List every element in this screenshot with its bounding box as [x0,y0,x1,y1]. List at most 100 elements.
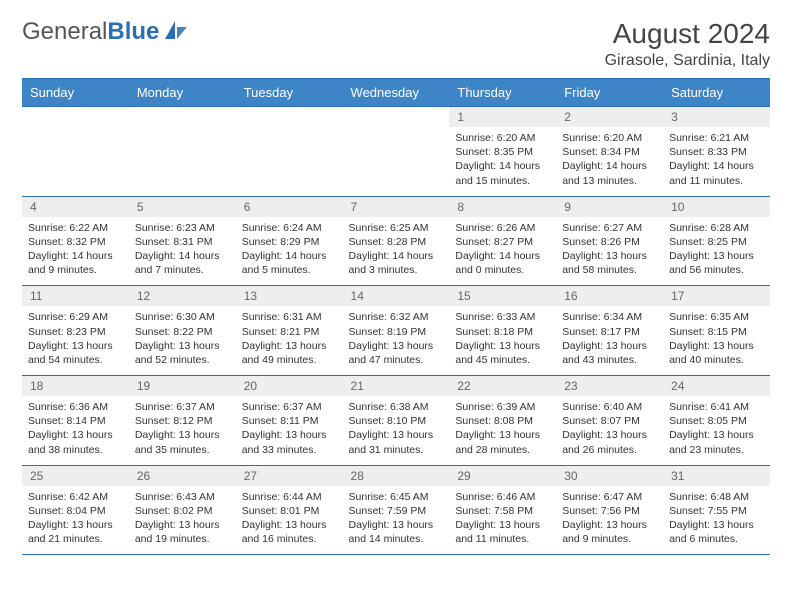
sunset-line: Sunset: 8:28 PM [349,235,444,249]
day-content-cell: Sunrise: 6:24 AMSunset: 8:29 PMDaylight:… [236,217,343,286]
sunset-line: Sunset: 7:55 PM [669,504,764,518]
day-number-cell: 3 [663,107,770,128]
daylight-line: Daylight: 13 hours and 40 minutes. [669,339,764,367]
day-content-cell: Sunrise: 6:42 AMSunset: 8:04 PMDaylight:… [22,486,129,555]
day-number-cell: 24 [663,376,770,397]
sunset-line: Sunset: 8:34 PM [562,145,657,159]
weekday-header: Tuesday [236,79,343,107]
sunrise-line: Sunrise: 6:32 AM [349,310,444,324]
day-number-cell: 30 [556,465,663,486]
day-content-cell: Sunrise: 6:45 AMSunset: 7:59 PMDaylight:… [343,486,450,555]
sunrise-line: Sunrise: 6:34 AM [562,310,657,324]
weekday-header: Saturday [663,79,770,107]
day-content-cell: Sunrise: 6:30 AMSunset: 8:22 PMDaylight:… [129,306,236,375]
sunrise-line: Sunrise: 6:44 AM [242,490,337,504]
day-content-cell: Sunrise: 6:32 AMSunset: 8:19 PMDaylight:… [343,306,450,375]
day-content-cell: Sunrise: 6:29 AMSunset: 8:23 PMDaylight:… [22,306,129,375]
sunrise-line: Sunrise: 6:48 AM [669,490,764,504]
sunset-line: Sunset: 8:22 PM [135,325,230,339]
month-title: August 2024 [605,18,770,50]
day-content-cell: Sunrise: 6:34 AMSunset: 8:17 PMDaylight:… [556,306,663,375]
weekday-header: Wednesday [343,79,450,107]
day-content-cell [343,127,450,196]
daylight-line: Daylight: 14 hours and 11 minutes. [669,159,764,187]
sunrise-line: Sunrise: 6:26 AM [455,221,550,235]
sunrise-line: Sunrise: 6:37 AM [135,400,230,414]
day-content-cell: Sunrise: 6:20 AMSunset: 8:35 PMDaylight:… [449,127,556,196]
day-content-cell: Sunrise: 6:20 AMSunset: 8:34 PMDaylight:… [556,127,663,196]
sunrise-line: Sunrise: 6:43 AM [135,490,230,504]
daylight-line: Daylight: 13 hours and 33 minutes. [242,428,337,456]
day-number-cell: 20 [236,376,343,397]
sunrise-line: Sunrise: 6:36 AM [28,400,123,414]
sunset-line: Sunset: 8:11 PM [242,414,337,428]
sunset-line: Sunset: 8:33 PM [669,145,764,159]
location: Girasole, Sardinia, Italy [605,52,770,70]
daylight-line: Daylight: 14 hours and 3 minutes. [349,249,444,277]
day-content-cell: Sunrise: 6:28 AMSunset: 8:25 PMDaylight:… [663,217,770,286]
sunrise-line: Sunrise: 6:40 AM [562,400,657,414]
daylight-line: Daylight: 13 hours and 21 minutes. [28,518,123,546]
sunset-line: Sunset: 8:25 PM [669,235,764,249]
day-number-cell: 21 [343,376,450,397]
day-content-cell: Sunrise: 6:37 AMSunset: 8:12 PMDaylight:… [129,396,236,465]
sunrise-line: Sunrise: 6:20 AM [562,131,657,145]
day-number-cell [343,107,450,128]
daylight-line: Daylight: 13 hours and 35 minutes. [135,428,230,456]
day-content-cell: Sunrise: 6:40 AMSunset: 8:07 PMDaylight:… [556,396,663,465]
daylight-line: Daylight: 13 hours and 31 minutes. [349,428,444,456]
daylight-line: Daylight: 13 hours and 9 minutes. [562,518,657,546]
day-content-cell: Sunrise: 6:38 AMSunset: 8:10 PMDaylight:… [343,396,450,465]
day-number-cell: 17 [663,286,770,307]
sunset-line: Sunset: 8:12 PM [135,414,230,428]
day-number-cell: 8 [449,196,556,217]
day-number-cell: 27 [236,465,343,486]
day-content-cell: Sunrise: 6:23 AMSunset: 8:31 PMDaylight:… [129,217,236,286]
day-content-row: Sunrise: 6:42 AMSunset: 8:04 PMDaylight:… [22,486,770,555]
day-number-cell [22,107,129,128]
day-number-cell: 28 [343,465,450,486]
day-number-cell: 14 [343,286,450,307]
sunrise-line: Sunrise: 6:46 AM [455,490,550,504]
sunset-line: Sunset: 8:26 PM [562,235,657,249]
title-block: August 2024 Girasole, Sardinia, Italy [605,18,770,70]
weekday-header: Monday [129,79,236,107]
day-content-cell: Sunrise: 6:33 AMSunset: 8:18 PMDaylight:… [449,306,556,375]
logo-sail-icon [163,19,189,46]
day-number-row: 45678910 [22,196,770,217]
daylight-line: Daylight: 13 hours and 14 minutes. [349,518,444,546]
sunrise-line: Sunrise: 6:29 AM [28,310,123,324]
day-content-cell: Sunrise: 6:35 AMSunset: 8:15 PMDaylight:… [663,306,770,375]
sunrise-line: Sunrise: 6:31 AM [242,310,337,324]
daylight-line: Daylight: 13 hours and 28 minutes. [455,428,550,456]
day-number-cell: 25 [22,465,129,486]
header: GeneralBlue August 2024 Girasole, Sardin… [22,18,770,70]
sunrise-line: Sunrise: 6:42 AM [28,490,123,504]
daylight-line: Daylight: 13 hours and 47 minutes. [349,339,444,367]
sunrise-line: Sunrise: 6:27 AM [562,221,657,235]
day-number-cell [129,107,236,128]
sunrise-line: Sunrise: 6:21 AM [669,131,764,145]
daylight-line: Daylight: 13 hours and 58 minutes. [562,249,657,277]
day-content-cell: Sunrise: 6:27 AMSunset: 8:26 PMDaylight:… [556,217,663,286]
logo: GeneralBlue [22,18,189,46]
day-number-cell: 6 [236,196,343,217]
day-number-cell: 22 [449,376,556,397]
day-content-cell: Sunrise: 6:43 AMSunset: 8:02 PMDaylight:… [129,486,236,555]
daylight-line: Daylight: 14 hours and 5 minutes. [242,249,337,277]
day-number-row: 18192021222324 [22,376,770,397]
weekday-header-row: SundayMondayTuesdayWednesdayThursdayFrid… [22,79,770,107]
day-number-cell: 2 [556,107,663,128]
sunset-line: Sunset: 8:32 PM [28,235,123,249]
day-content-cell: Sunrise: 6:21 AMSunset: 8:33 PMDaylight:… [663,127,770,196]
daylight-line: Daylight: 13 hours and 6 minutes. [669,518,764,546]
daylight-line: Daylight: 13 hours and 11 minutes. [455,518,550,546]
day-content-cell: Sunrise: 6:46 AMSunset: 7:58 PMDaylight:… [449,486,556,555]
sunset-line: Sunset: 8:23 PM [28,325,123,339]
sunset-line: Sunset: 8:27 PM [455,235,550,249]
sunrise-line: Sunrise: 6:41 AM [669,400,764,414]
daylight-line: Daylight: 14 hours and 15 minutes. [455,159,550,187]
day-content-cell [129,127,236,196]
weekday-header: Sunday [22,79,129,107]
daylight-line: Daylight: 13 hours and 16 minutes. [242,518,337,546]
